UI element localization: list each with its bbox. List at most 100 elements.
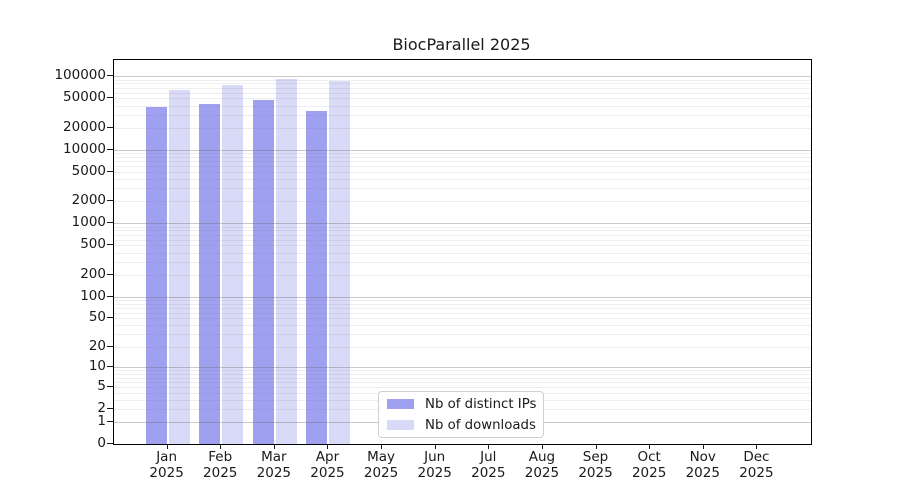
x-tick-label: Feb 2025 (185, 449, 255, 481)
bar-downloads-jan (168, 89, 190, 444)
gridline (114, 83, 811, 85)
gridline (114, 87, 811, 89)
y-tick-label: 100 (80, 287, 106, 304)
x-tick-month: Oct (637, 449, 661, 465)
gridline (114, 325, 811, 327)
gridline (114, 274, 811, 276)
gridline (114, 201, 811, 203)
x-tick-month: Mar (261, 449, 287, 465)
gridline (114, 114, 811, 116)
chart-title: BiocParallel 2025 (392, 35, 531, 54)
y-tick-label: 5000 (71, 162, 106, 179)
legend-swatch-downloads (387, 420, 414, 430)
y-tick-label: 20000 (63, 118, 106, 135)
x-tick-label: Dec 2025 (721, 449, 791, 481)
y-tick-mark (107, 366, 113, 368)
x-tick-label: Sep 2025 (561, 449, 631, 481)
x-tick-label: Nov 2025 (668, 449, 738, 481)
bar-downloads-mar (275, 78, 297, 444)
y-tick-label: 100000 (54, 67, 106, 84)
y-tick-mark (107, 170, 113, 172)
y-tick-mark (107, 244, 113, 246)
gridline (114, 312, 811, 314)
x-tick-label: Oct 2025 (614, 449, 684, 481)
gridline (114, 226, 811, 228)
y-tick-label: 0 (97, 435, 106, 451)
x-tick-mark (541, 444, 543, 449)
x-tick-mark (220, 444, 222, 449)
gridline (114, 156, 811, 158)
gridline (114, 149, 811, 151)
y-tick-mark (107, 443, 113, 444)
bar-downloads-apr (329, 81, 351, 444)
x-tick-year: 2025 (631, 464, 667, 481)
x-tick-year: 2025 (417, 464, 452, 481)
gridline (114, 307, 811, 309)
x-tick-year: 2025 (203, 464, 238, 481)
x-tick-mark (756, 444, 758, 449)
x-tick-mark (273, 444, 275, 449)
gridline (114, 166, 811, 168)
gridline (114, 386, 811, 388)
x-tick-month: Nov (689, 449, 716, 465)
y-tick-label: 5 (97, 377, 106, 394)
legend-item: Nb of downloads (379, 417, 543, 434)
x-tick-mark (649, 444, 651, 449)
gridline (114, 318, 811, 320)
gridline (114, 234, 811, 236)
gridline (114, 377, 811, 379)
x-tick-month: Sep (582, 449, 609, 465)
gridline (114, 239, 811, 241)
gridline (114, 370, 811, 372)
legend-swatch-distinct-ips (387, 399, 414, 409)
gridline (114, 179, 811, 181)
y-tick-mark (107, 295, 113, 297)
legend-label: Nb of distinct IPs (425, 396, 537, 412)
gridline (114, 188, 811, 190)
x-tick-year: 2025 (685, 464, 720, 481)
y-tick-mark (107, 345, 113, 347)
bar-distinct-ips-jan (145, 107, 167, 444)
gridline (114, 299, 811, 301)
x-tick-label: May 2025 (346, 449, 416, 481)
x-tick-year: 2025 (363, 464, 399, 481)
y-tick-mark (107, 273, 113, 275)
y-tick-label: 2000 (71, 192, 106, 209)
x-tick-year: 2025 (256, 464, 292, 481)
y-tick-mark (107, 407, 113, 409)
x-tick-mark (381, 444, 383, 449)
x-tick-month: Apr (315, 449, 340, 465)
x-tick-mark (166, 444, 168, 449)
y-tick-mark (107, 222, 113, 224)
y-tick-mark (107, 75, 113, 77)
x-tick-year: 2025 (524, 464, 560, 481)
x-tick-label: Mar 2025 (239, 449, 309, 481)
y-tick-label: 20 (88, 337, 106, 354)
gridline (114, 346, 811, 348)
gridline (114, 105, 811, 107)
y-tick-label: 10 (88, 358, 106, 375)
gridline (114, 127, 811, 129)
y-tick-label: 1 (97, 412, 106, 429)
x-tick-label: Aug 2025 (507, 449, 577, 481)
gridline (114, 92, 811, 94)
y-tick-mark (107, 385, 113, 387)
bar-distinct-ips-apr (306, 110, 328, 444)
gridline (114, 303, 811, 305)
y-tick-label: 2 (97, 399, 106, 416)
y-tick-mark (107, 420, 113, 422)
chart-legend: Nb of distinct IPs Nb of downloads (378, 391, 544, 438)
x-tick-month: May (367, 449, 396, 465)
y-tick-mark (107, 126, 113, 128)
gridline (114, 373, 811, 375)
legend-item: Nb of distinct IPs (379, 396, 543, 413)
gridline (114, 161, 811, 163)
gridline (114, 79, 811, 81)
gridline (114, 245, 811, 247)
x-tick-month: Jun (424, 449, 446, 465)
gridline (114, 230, 811, 232)
bar-distinct-ips-feb (199, 103, 221, 444)
y-tick-label: 200 (80, 265, 106, 282)
gridline (114, 98, 811, 100)
